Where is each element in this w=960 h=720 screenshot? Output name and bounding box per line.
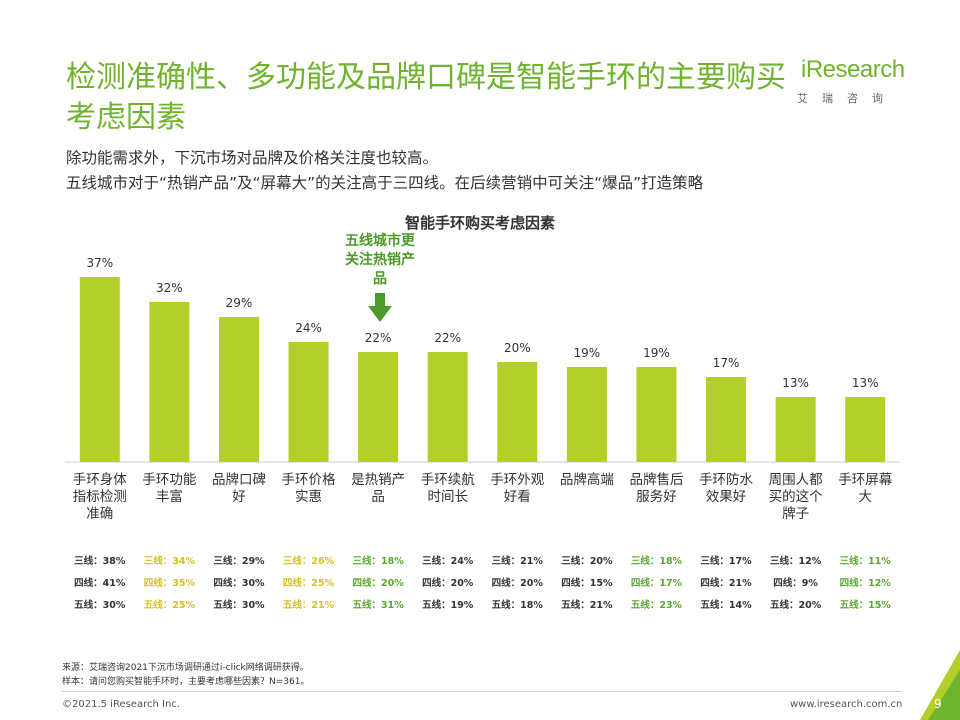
tier-value: 四线：30% (213, 578, 265, 589)
category-label: 手环续航 时间长 (420, 472, 475, 505)
category-label: 手环防水 效果好 (699, 472, 754, 505)
iresearch-logo: iResearch 艾瑞咨询 (795, 54, 913, 110)
sample-note: 样本：请问您购买智能手环时，主要考虑哪些因素？N=361。 (62, 677, 310, 687)
category-label: 品牌口碑好 (211, 472, 266, 505)
bar (427, 352, 468, 462)
page-title: 检测准确性、多功能及品牌口碑是智能手环的主要购买考虑因素 (66, 60, 786, 135)
tier-value: 三线：21% (491, 556, 543, 567)
subtitle-line-1: 除功能需求外，下沉市场对品牌及价格关注度也较高。 (66, 149, 439, 167)
category-label: 手环价格 实惠 (281, 472, 336, 505)
tier-value: 五线：21% (561, 600, 613, 611)
tier-value: 四线：17% (630, 578, 683, 589)
category-label: 周围人都 买的这个 牌子 (768, 472, 823, 522)
bar (566, 367, 607, 462)
bar-value-label: 19% (643, 346, 670, 360)
tier-value: 四线：21% (700, 578, 752, 589)
bar (358, 352, 399, 462)
callout-text: 五线城市更关注热销产品 (345, 233, 415, 287)
tier-value: 五线：19% (422, 600, 474, 611)
down-arrow-icon (368, 293, 392, 322)
bar-value-label: 24% (295, 321, 322, 335)
bar (149, 302, 190, 462)
source-note: 来源：艾瑞咨询2021下沉市场调研通过i-click网络调研获得。 (62, 663, 309, 673)
category-label: 品牌售后 服务好 (629, 472, 684, 505)
tier-value: 五线：15% (839, 600, 891, 611)
tier-value: 三线：18% (352, 556, 404, 567)
bar (288, 342, 329, 462)
tier-value: 五线：21% (282, 600, 335, 611)
bar (636, 367, 677, 462)
category-label: 手环身体 指标检测 准确 (72, 472, 127, 522)
bar-value-label: 22% (365, 331, 392, 345)
subtitle-line-2: 五线城市对于“热销产品”及“屏幕大”的关注高于三四线。在后续营销中可关注“爆品”… (66, 174, 704, 192)
footer-divider (62, 691, 902, 692)
tier-value: 四线：35% (143, 578, 195, 589)
tier-value: 三线：12% (770, 556, 822, 567)
corner-decoration (920, 650, 960, 720)
tier-value: 四线：20% (422, 578, 474, 589)
bar (79, 277, 120, 462)
bar (497, 362, 538, 462)
bar-value-label: 17% (713, 356, 740, 370)
bar-value-label: 37% (86, 256, 113, 270)
copyright: ©2021.5 iResearch Inc. (62, 699, 180, 710)
logo-subtext: 艾瑞咨询 (797, 92, 897, 105)
tier-value: 四线：41% (74, 578, 126, 589)
chart-title: 智能手环购买考虑因素 (404, 214, 555, 232)
tier-value: 三线：26% (282, 556, 335, 567)
tier-value: 四线：12% (839, 578, 891, 589)
tier-value: 四线：9% (773, 578, 818, 589)
tier-value: 五线：18% (491, 600, 543, 611)
bar (775, 397, 816, 462)
category-label: 品牌高端 (559, 472, 614, 488)
tier-value: 五线：20% (770, 600, 822, 611)
tier-value: 五线：30% (213, 600, 265, 611)
page-number: 9 (934, 697, 942, 711)
bar-chart: 37% 32% 29% 24% 22% 22% 20% 19% 19% 17% 13% 13% (65, 256, 900, 463)
logo-wordmark: iResearch (801, 56, 905, 83)
website-url: www.iresearch.com.cn (790, 699, 903, 710)
tier-value: 五线：14% (700, 600, 752, 611)
tier-value: 三线：11% (839, 556, 891, 567)
category-label: 是热销产品 (351, 472, 406, 505)
bar-value-label: 13% (852, 376, 879, 390)
tier-value: 三线：24% (422, 556, 474, 567)
bar-value-label: 32% (156, 281, 183, 295)
bar-value-label: 29% (226, 296, 253, 310)
bar-value-label: 20% (504, 341, 531, 355)
tier-value: 三线：20% (561, 556, 613, 567)
tier-value: 三线：17% (700, 556, 752, 567)
tier-value: 三线：38% (74, 556, 126, 567)
tier-value: 五线：23% (630, 600, 683, 611)
tier-value: 四线：15% (561, 578, 613, 589)
tier-value: 四线：25% (282, 578, 335, 589)
bar-value-label: 13% (782, 376, 809, 390)
bar-value-label: 19% (574, 346, 601, 360)
category-label: 手环功能 丰富 (142, 472, 197, 505)
bar-value-label: 22% (434, 331, 461, 345)
bar (845, 397, 886, 462)
tier-value: 五线：25% (143, 600, 195, 611)
bar (706, 377, 747, 462)
tier-value: 三线：29% (213, 556, 265, 567)
tier-value: 五线：31% (352, 600, 404, 611)
tier-value: 三线：18% (630, 556, 683, 567)
tier-value: 四线：20% (491, 578, 543, 589)
category-label: 手环外观 好看 (490, 472, 545, 505)
bar (218, 317, 259, 462)
tier-value: 四线：20% (352, 578, 404, 589)
tier-value: 五线：30% (74, 600, 126, 611)
category-label: 手环屏幕大 (838, 472, 893, 505)
tier-value: 三线：34% (143, 556, 195, 567)
